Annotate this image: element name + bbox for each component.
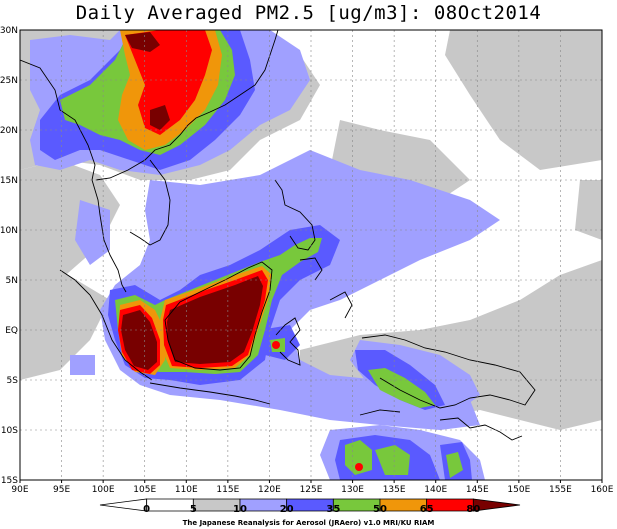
colorbar-level-label: 50 [373,504,387,515]
colorbar-level-label: 35 [326,504,340,515]
longitude-tick-labels: 90E 95E 100E 105E 110E 115E 120E 125E 130E 135E 14… [11,480,614,495]
lon-tick-label: 155E [549,485,572,495]
level-80-plus-region [121,32,263,370]
lon-tick-label: 145E [466,485,489,495]
colorbar-level-label: 65 [420,504,434,515]
lon-tick-label: 125E [300,485,323,495]
lat-tick-label: 15N [0,176,18,186]
lon-tick-label: 105E [133,485,156,495]
latitude-tick-labels: 30N 25N 20N 15N 10N 5N EQ 5S 10S 15S [0,26,18,486]
lat-tick-label: 15S [1,476,18,486]
lat-tick-label: 20N [0,126,18,136]
lon-tick-label: 95E [53,485,70,495]
lon-tick-label: 160E [591,485,614,495]
lon-tick-label: 150E [507,485,530,495]
lon-tick-label: 140E [424,485,447,495]
lat-tick-label: EQ [5,326,18,336]
colorbar-segment [99,498,148,512]
colorbar-level-label: 0 [143,504,150,515]
lon-tick-label: 100E [92,485,115,495]
lon-tick-label: 110E [175,485,198,495]
lat-tick-label: 5N [6,276,18,286]
lat-tick-label: 30N [0,26,18,36]
colorbar-level-label: 5 [190,504,197,515]
lon-tick-label: 90E [11,485,28,495]
lat-tick-label: 10N [0,226,18,236]
lon-tick-label: 120E [258,485,281,495]
colorbar: 0 5 10 20 35 50 65 80 [99,498,521,515]
lon-tick-label: 115E [216,485,239,495]
colorbar-level-label: 80 [466,504,480,515]
colorbar-level-label: 10 [233,504,247,515]
lat-tick-label: 25N [0,76,18,86]
concentration-field [20,30,602,480]
grid-lines [20,30,602,480]
lon-tick-label: 130E [341,485,364,495]
lon-tick-label: 135E [383,485,406,495]
colorbar-segment [472,498,521,512]
credit-line: The Japanese Reanalysis for Aerosol (JRA… [182,519,435,527]
colorbar-level-label: 20 [280,504,294,515]
colorbar-segment [146,498,194,512]
map-title: Daily Averaged PM2.5 [ug/m3]: 08Oct2014 [75,2,542,24]
lat-tick-label: 10S [1,426,18,436]
coastlines [20,30,536,441]
lat-tick-label: 5S [7,376,19,386]
